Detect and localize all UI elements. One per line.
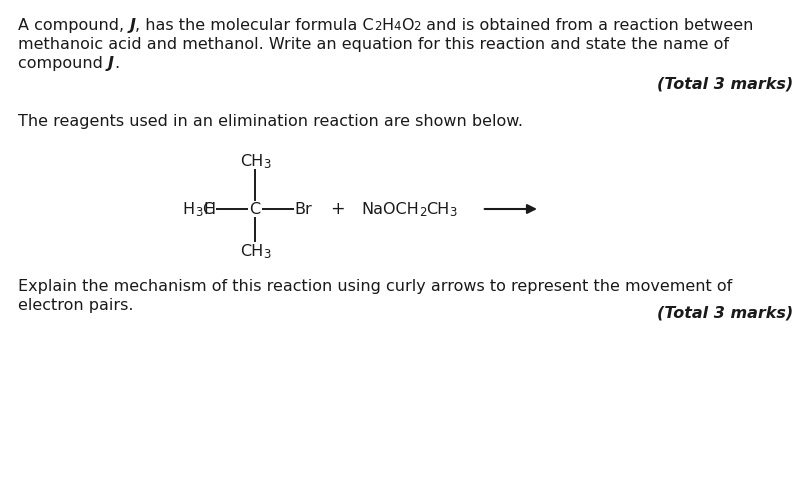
Text: , has the molecular formula C: , has the molecular formula C xyxy=(135,18,374,33)
Text: 3: 3 xyxy=(263,159,271,171)
Text: 2: 2 xyxy=(374,20,382,34)
Text: J: J xyxy=(108,56,114,71)
Text: A compound,: A compound, xyxy=(18,18,130,33)
Text: J: J xyxy=(130,18,135,33)
Text: +: + xyxy=(330,200,345,218)
Text: methanoic acid and methanol. Write an equation for this reaction and state the n: methanoic acid and methanol. Write an eq… xyxy=(18,37,729,52)
Text: CH: CH xyxy=(240,154,263,168)
Text: CH: CH xyxy=(240,244,263,258)
Text: 2: 2 xyxy=(413,20,421,34)
Text: Explain the mechanism of this reaction using curly arrows to represent the movem: Explain the mechanism of this reaction u… xyxy=(18,279,732,294)
Text: H: H xyxy=(183,202,195,216)
Text: (Total 3 marks): (Total 3 marks) xyxy=(657,77,793,92)
Text: The reagents used in an elimination reaction are shown below.: The reagents used in an elimination reac… xyxy=(18,114,523,129)
Text: 4: 4 xyxy=(394,20,401,34)
Text: compound: compound xyxy=(18,56,108,71)
Text: and is obtained from a reaction between: and is obtained from a reaction between xyxy=(421,18,753,33)
Text: C: C xyxy=(202,202,214,216)
Text: O: O xyxy=(401,18,413,33)
Text: 3: 3 xyxy=(195,206,202,219)
Text: .: . xyxy=(114,56,119,71)
Text: H: H xyxy=(203,202,215,216)
Text: NaOCH: NaOCH xyxy=(361,202,419,216)
Text: 3: 3 xyxy=(263,248,271,261)
Text: CH: CH xyxy=(426,202,450,216)
Text: C: C xyxy=(249,202,261,216)
Text: (Total 3 marks): (Total 3 marks) xyxy=(657,306,793,321)
Text: Br: Br xyxy=(295,202,313,216)
Text: 2: 2 xyxy=(419,206,426,219)
Text: electron pairs.: electron pairs. xyxy=(18,298,134,313)
Text: 3: 3 xyxy=(450,206,457,219)
Text: H: H xyxy=(382,18,394,33)
